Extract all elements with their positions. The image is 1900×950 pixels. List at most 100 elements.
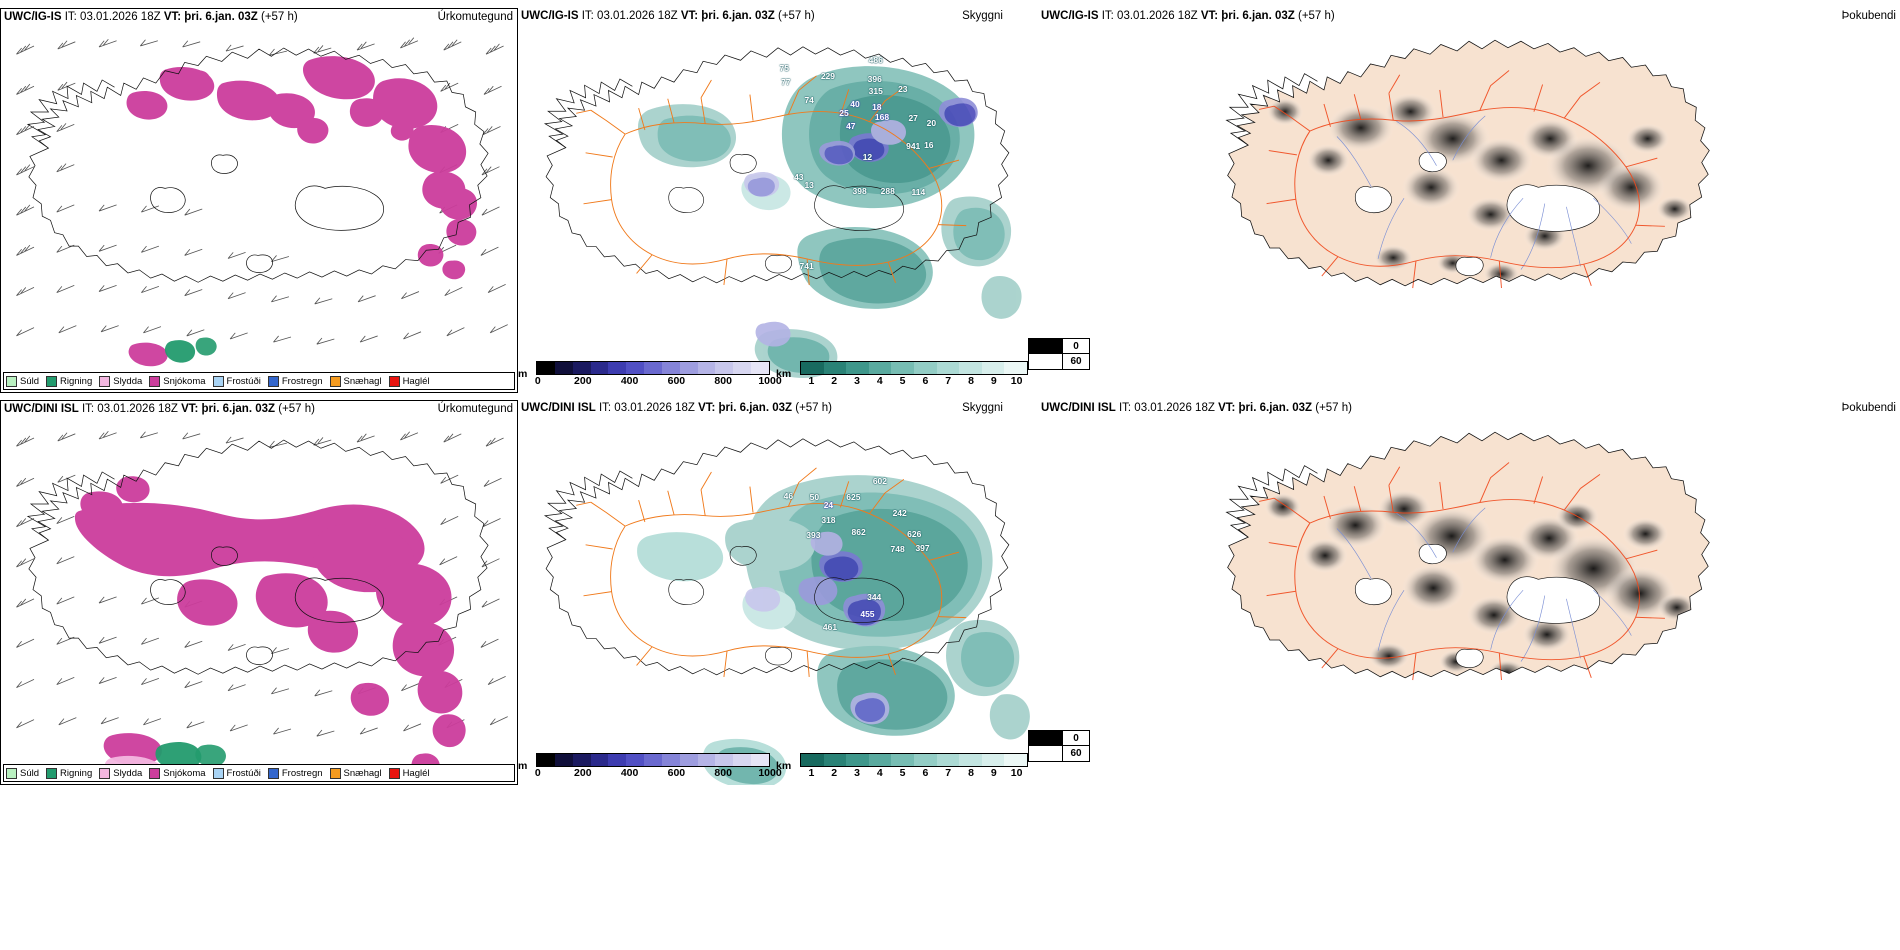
legend-item-slydda[interactable]: Slydda: [99, 375, 142, 387]
swatch-haglel: [388, 375, 400, 387]
legend-item-snaehagl[interactable]: Snæhagl: [329, 767, 382, 779]
legend-label-rigning: Rigning: [60, 375, 93, 387]
legend-label-slydda: Slydda: [113, 767, 143, 779]
vt-value: þri. 6.jan. 03Z: [184, 11, 258, 23]
lead-time: (+57 h): [278, 403, 315, 415]
legend-label-suld: Súld: [20, 767, 40, 779]
it-label: IT:: [64, 11, 77, 23]
panel-visibility-igis[interactable]: UWC/IG-IS IT: 03.01.2026 18Z VT: þri. 6.…: [518, 8, 1038, 393]
panel-fog-igis[interactable]: UWC/IG-IS IT: 03.01.2026 18Z VT: þri. 6.…: [1038, 8, 1900, 393]
colorbar-tick-800: 800: [714, 375, 732, 387]
legend-item-slydda[interactable]: Slydda: [99, 767, 143, 779]
legend-item-snaehagl[interactable]: Snæhagl: [329, 375, 382, 387]
legend-item-frostregn[interactable]: Frostregn: [267, 767, 323, 779]
colorbar-segment-11: [733, 754, 752, 766]
panel-header: UWC/DINI ISL IT: 03.01.2026 18Z VT: þri.…: [518, 400, 1038, 417]
swatch-haglel: [388, 767, 400, 779]
swatch-snjokoma: [149, 375, 161, 387]
swatch-snaehagl: [329, 375, 341, 387]
colorbar-segment-9: [1004, 754, 1027, 766]
swatch-frostregn: [267, 375, 279, 387]
precip-snow-areas: [126, 56, 478, 280]
lead-time: (+57 h): [777, 10, 815, 22]
legend-item-snjokoma[interactable]: Snjókoma: [149, 767, 206, 779]
colorbar-tick-8: 8: [968, 375, 974, 387]
shade-swatch-60: [1029, 746, 1063, 761]
colorbar-segment-0: [801, 362, 824, 374]
colorbar-meters-bar[interactable]: [536, 361, 770, 375]
legend-item-rigning[interactable]: Rigning: [46, 375, 93, 387]
colorbar-segment-12: [751, 362, 769, 374]
it-label: IT:: [81, 403, 95, 415]
legend-label-snjokoma: Snjókoma: [163, 767, 206, 779]
colorbar-segment-5: [626, 754, 645, 766]
legend-label-haglel: Haglél: [402, 767, 430, 779]
map-canvas-visibility-dini[interactable]: 50 602 625 24 318 242 393 862 626 748 397 344 455 461…: [518, 417, 1038, 785]
map-canvas-precip-igis[interactable]: [1, 26, 517, 392]
colorbar-km-bar[interactable]: [800, 361, 1028, 375]
vt-value: þri. 6.jan. 03Z: [1221, 10, 1295, 22]
it-label: IT:: [1101, 10, 1114, 22]
colorbar-segment-3: [590, 362, 609, 374]
vt-label: VT:: [1218, 402, 1236, 414]
colorbar-tick-3: 3: [854, 375, 860, 387]
colorbar-segment-12: [751, 754, 769, 766]
legend-item-haglel[interactable]: Haglél: [388, 767, 430, 779]
colorbar-segment-5: [913, 754, 937, 766]
panel-visibility-dini[interactable]: UWC/DINI ISL IT: 03.01.2026 18Z VT: þri.…: [518, 400, 1038, 785]
colorbar-tick-1: 1: [808, 767, 815, 779]
wind-barb-field: [16, 37, 508, 345]
swatch-frostregn: [267, 767, 279, 779]
legend-item-suld[interactable]: Súld: [6, 767, 40, 779]
panel-fog-dini[interactable]: UWC/DINI ISL IT: 03.01.2026 18Z VT: þri.…: [1038, 400, 1900, 785]
colorbar-segment-8: [679, 362, 698, 374]
visibility-low-cores: [744, 97, 978, 347]
legend-item-frostregn[interactable]: Frostregn: [267, 375, 323, 387]
colorbar-tick-5: 5: [899, 375, 906, 387]
panel-precip-type-dini[interactable]: UWC/DINI ISL IT: 03.01.2026 18Z VT: þri.…: [0, 400, 518, 785]
colorbar-meters-ticks: 0 200 400 600 800 1000: [535, 375, 782, 389]
vt-label: VT:: [698, 402, 716, 414]
it-value: 03.01.2026 18Z: [614, 402, 695, 414]
colorbar-segment-9: [1004, 362, 1027, 374]
precip-minor-areas: [128, 337, 217, 367]
precip-type-legend: Súld Rigning Slydda Snjókoma Frostúði Fr…: [3, 764, 515, 782]
colorbar-segment-6: [936, 362, 960, 374]
map-canvas-precip-dini[interactable]: [1, 418, 517, 784]
colorbar-segment-2: [846, 362, 869, 374]
colorbar-tick-7: 7: [945, 375, 952, 387]
colorbar-segment-7: [661, 754, 680, 766]
shade-label-0: 0: [1073, 340, 1079, 352]
panel-precip-type-igis[interactable]: UWC/IG-IS IT: 03.01.2026 18Z VT: þri. 6.…: [0, 8, 518, 393]
colorbar-tick-400: 400: [620, 767, 639, 779]
shade-swatch-0: [1029, 731, 1063, 745]
panel-corner-label: Þokubendi: [1841, 10, 1896, 22]
panel-header: UWC/IG-IS IT: 03.01.2026 18Z VT: þri. 6.…: [518, 8, 1038, 25]
panel-header: UWC/IG-IS IT: 03.01.2026 18Z VT: þri. 6.…: [1, 9, 517, 26]
colorbar-segment-0: [801, 754, 824, 766]
legend-label-frostregn: Frostregn: [281, 767, 323, 779]
legend-item-frostudi[interactable]: Frostúði: [212, 375, 261, 387]
model-name: UWC/IG-IS: [1041, 10, 1099, 22]
colorbar-segment-8: [981, 754, 1005, 766]
it-label: IT:: [1118, 402, 1132, 414]
colorbar-meters-bar[interactable]: [536, 753, 770, 767]
map-canvas-visibility-igis[interactable]: 77 74 229 75 486 396 315 23 168 27 18 20 16 941 40 25 47…: [518, 25, 1038, 393]
map-canvas-fog-igis[interactable]: [1038, 25, 1900, 393]
vt-value: þri. 6.jan. 03Z: [201, 403, 276, 415]
legend-item-snjokoma[interactable]: Snjókoma: [149, 375, 206, 387]
colorbar-tick-400: 400: [620, 375, 639, 387]
map-canvas-fog-dini[interactable]: [1038, 417, 1900, 785]
panel-header: UWC/DINI ISL IT: 03.01.2026 18Z VT: þri.…: [1038, 400, 1900, 417]
legend-item-haglel[interactable]: Haglél: [388, 375, 430, 387]
visibility-colorbars: m 0 200 400 600 800 1000 km 1 2 3 4 5 6 7 8 9 10: [518, 359, 1038, 389]
colorbar-km-bar[interactable]: [800, 753, 1028, 767]
legend-item-frostudi[interactable]: Frostúði: [212, 767, 261, 779]
colorbar-segment-1: [823, 754, 847, 766]
vt-label: VT:: [163, 11, 182, 23]
colorbar-segment-3: [868, 362, 892, 374]
model-name: UWC/IG-IS: [4, 11, 62, 23]
legend-label-frostregn: Frostregn: [281, 375, 323, 387]
legend-item-rigning[interactable]: Rigning: [46, 767, 92, 779]
legend-item-suld[interactable]: Súld: [6, 375, 39, 387]
